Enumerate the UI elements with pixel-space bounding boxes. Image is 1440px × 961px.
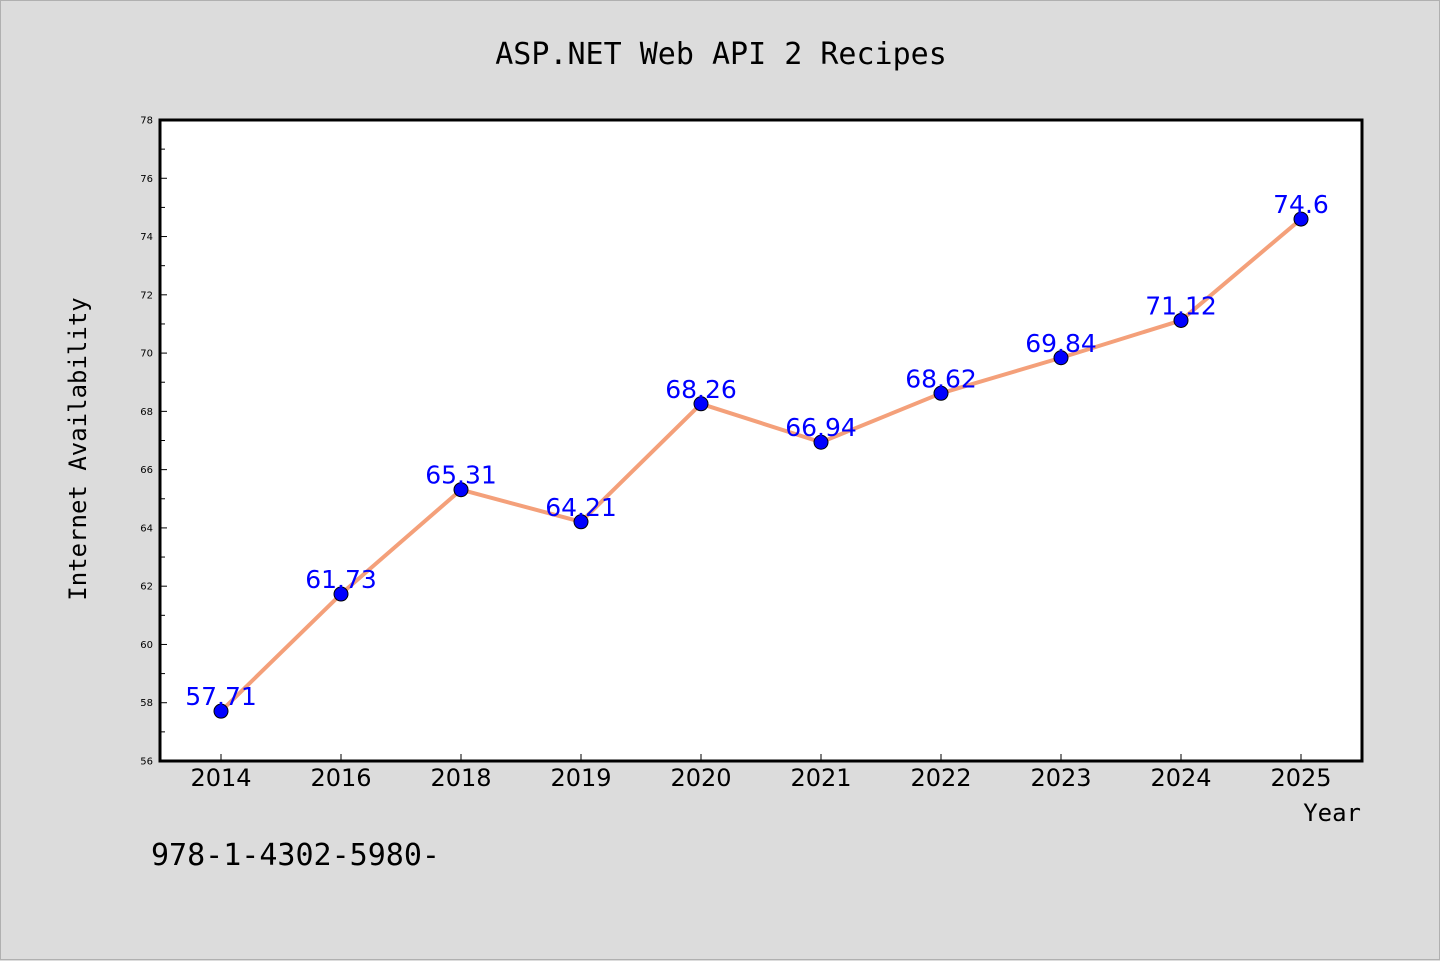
x-axis: 2014 2016 2018 2019 2020 2021 2022 2023 2024 2025 <box>190 754 1332 792</box>
data-label: 57.71 <box>185 682 257 711</box>
data-point <box>693 396 709 412</box>
data-point <box>453 482 469 498</box>
series-line <box>219 217 1303 714</box>
x-tick-label: 2020 <box>670 764 731 792</box>
y-tick-label: 72 <box>140 290 153 301</box>
chart-title: ASP.NET Web API 2 Recipes <box>495 37 947 72</box>
y-tick-label: 68 <box>140 407 153 418</box>
y-tick-label: 76 <box>140 174 153 185</box>
data-point <box>1053 350 1069 366</box>
data-label: 74.6 <box>1273 190 1329 219</box>
y-axis: 56 58 60 62 64 66 68 70 72 74 76 78 <box>140 116 167 768</box>
y-tick-label: 64 <box>140 523 153 534</box>
y-tick-label: 58 <box>140 698 153 709</box>
data-label: 64.21 <box>545 493 617 522</box>
data-label: 69.84 <box>1025 329 1097 358</box>
data-point <box>1293 211 1309 227</box>
data-label: 68.62 <box>905 364 977 393</box>
x-tick-label: 2023 <box>1030 764 1091 792</box>
y-tick-label: 74 <box>140 232 153 243</box>
data-point <box>933 385 949 401</box>
data-point <box>333 586 349 602</box>
data-point <box>573 514 589 530</box>
x-tick-label: 2019 <box>550 764 611 792</box>
y-tick-label: 70 <box>140 349 153 360</box>
x-tick-label: 2018 <box>430 764 491 792</box>
x-tick-label: 2025 <box>1270 764 1331 792</box>
plot-area <box>160 120 1362 761</box>
y-tick-label: 62 <box>140 582 153 593</box>
x-tick-label: 2022 <box>910 764 971 792</box>
series-line-group <box>213 211 1309 719</box>
data-label: 71.12 <box>1145 291 1217 320</box>
data-point <box>813 434 829 450</box>
data-label-group: 57.71 61.73 65.31 64.21 68.26 66.94 68.62 69.84… <box>185 190 1329 711</box>
data-label: 61.73 <box>305 565 377 594</box>
y-axis-title: Internet Availability <box>64 297 92 600</box>
x-axis-title: Year <box>1303 799 1361 827</box>
plot-background <box>160 120 1362 761</box>
footnote-text: 978-1-4302-5980- <box>151 838 440 873</box>
data-point <box>213 703 229 719</box>
data-label: 65.31 <box>425 461 497 490</box>
y-tick-label: 60 <box>140 640 153 651</box>
x-tick-label: 2014 <box>190 764 251 792</box>
x-tick-label: 2024 <box>1150 764 1211 792</box>
plot-frame <box>158 118 1364 763</box>
y-tick-label: 78 <box>140 116 153 127</box>
x-tick-label: 2016 <box>310 764 371 792</box>
y-tick-label: 66 <box>140 465 153 476</box>
data-point <box>1173 312 1189 328</box>
data-label: 66.94 <box>785 413 857 442</box>
data-label: 68.26 <box>665 375 737 404</box>
y-tick-label: 56 <box>140 757 153 768</box>
x-tick-label: 2021 <box>790 764 851 792</box>
